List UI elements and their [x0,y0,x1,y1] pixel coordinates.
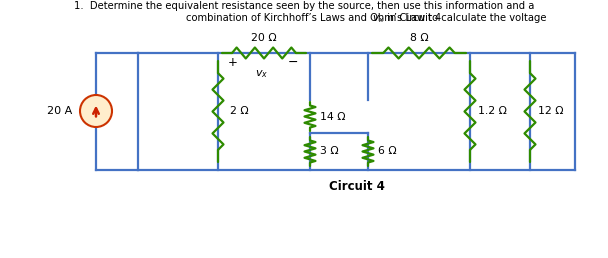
Text: −: − [288,55,298,69]
Text: 3 Ω: 3 Ω [320,147,339,157]
Text: 6 Ω: 6 Ω [378,147,396,157]
Text: 1.2 Ω: 1.2 Ω [478,107,507,117]
Text: 2 Ω: 2 Ω [230,107,249,117]
Circle shape [80,95,112,127]
Text: +: + [228,55,238,69]
Text: 20 A: 20 A [47,106,72,116]
Text: Circuit 4: Circuit 4 [328,180,384,192]
Text: $v_x$: $v_x$ [372,13,384,25]
Text: in Circuit 4: in Circuit 4 [384,13,441,23]
Text: 12 Ω: 12 Ω [538,107,564,117]
Text: 20 Ω: 20 Ω [251,33,277,43]
Text: combination of Kirchhoff’s Laws and Ohm’s Law to calculate the voltage: combination of Kirchhoff’s Laws and Ohm’… [186,13,550,23]
Text: 8 Ω: 8 Ω [410,33,428,43]
Text: $v_x$: $v_x$ [255,68,269,80]
Text: 1.  Determine the equivalent resistance seen by the source, then use this inform: 1. Determine the equivalent resistance s… [74,1,534,11]
Text: 14 Ω: 14 Ω [320,111,345,122]
